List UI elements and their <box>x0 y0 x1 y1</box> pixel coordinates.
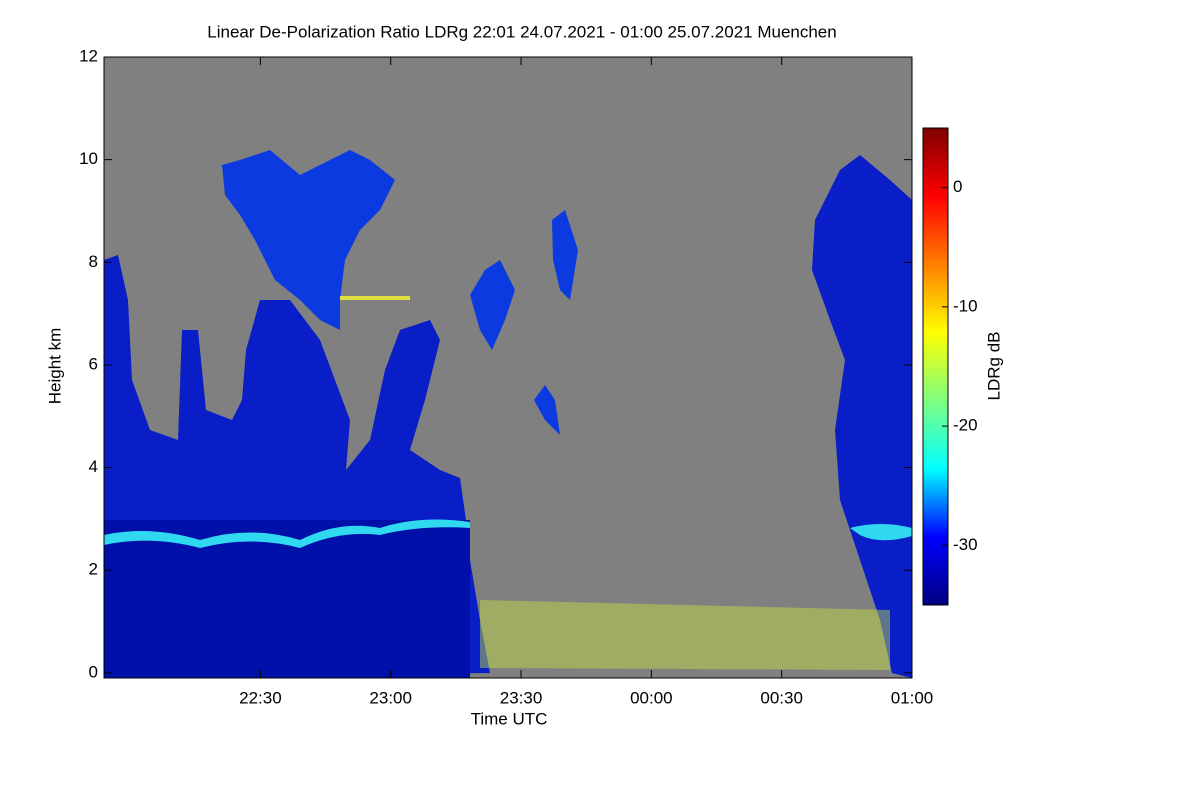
y-tick-label: 2 <box>89 560 98 579</box>
cloud-region <box>534 385 560 435</box>
noise-region <box>340 296 410 300</box>
colorbar-label: LDRg dB <box>984 332 1003 401</box>
colorbar-tick-label: -30 <box>953 535 978 554</box>
x-axis-label: Time UTC <box>471 709 548 728</box>
cloud-region <box>812 155 912 678</box>
x-tick-label: 23:30 <box>500 688 543 707</box>
x-tick-label: 00:00 <box>630 688 673 707</box>
colorbar-tick-label: 0 <box>953 177 962 196</box>
y-axis-label: Height km <box>45 328 64 405</box>
x-tick-label: 22:30 <box>239 688 282 707</box>
cloud-region <box>552 210 578 300</box>
y-tick-label: 0 <box>89 662 98 681</box>
cyan-band <box>850 524 912 541</box>
colorbar-tick-label: -20 <box>953 416 978 435</box>
plot-frame <box>103 56 913 679</box>
y-tick-label: 6 <box>89 354 98 373</box>
y-tick-label: 12 <box>79 46 98 65</box>
chart-title: Linear De-Polarization Ratio LDRg 22:01 … <box>207 22 836 41</box>
colorbar-tick-label: -10 <box>953 296 978 315</box>
x-tick-label: 00:30 <box>760 688 803 707</box>
cloud-region <box>104 520 470 678</box>
x-tick-label: 01:00 <box>891 688 934 707</box>
lidar-field <box>104 150 912 678</box>
cyan-band <box>104 519 470 548</box>
x-tick-label: 23:00 <box>369 688 412 707</box>
cloud-region <box>222 150 395 330</box>
y-tick-label: 10 <box>79 149 98 168</box>
colorbar <box>922 127 949 606</box>
y-tick-label: 4 <box>89 457 98 476</box>
noise-region <box>480 600 890 670</box>
y-tick-label: 8 <box>89 252 98 271</box>
cloud-region <box>470 260 515 350</box>
